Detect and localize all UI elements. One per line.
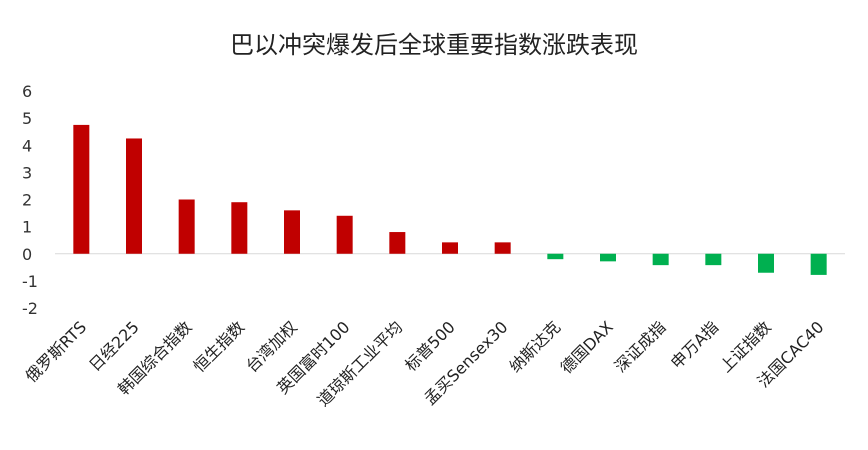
bar <box>178 199 195 254</box>
bar <box>73 124 90 254</box>
bar <box>705 253 722 266</box>
bar <box>126 138 142 254</box>
y-tick-label: -1 <box>22 272 38 291</box>
y-tick-label: 1 <box>22 218 32 237</box>
bar <box>810 253 827 275</box>
bar <box>442 242 458 254</box>
x-tick-label: 俄罗斯RTS <box>22 317 91 386</box>
y-tick-label: 5 <box>22 109 32 128</box>
x-tick-label: 深证成指 <box>611 317 670 376</box>
bars-group <box>73 124 827 275</box>
bar <box>389 232 406 254</box>
bar <box>758 253 774 273</box>
chart-title: 巴以冲突爆发后全球重要指数涨跌表现 <box>230 31 638 59</box>
x-tick-label: 纳斯达克 <box>505 317 564 376</box>
bar <box>494 242 511 254</box>
x-tick-label: 恒生指数 <box>189 317 248 376</box>
y-tick-label: -2 <box>22 299 38 318</box>
y-tick-label: 2 <box>22 191 32 210</box>
y-tick-label: 0 <box>22 245 32 264</box>
bar <box>600 253 616 262</box>
y-tick-label: 3 <box>22 163 32 182</box>
bar <box>547 253 564 260</box>
x-tick-label: 德国DAX <box>557 317 617 377</box>
y-tick-label: 4 <box>22 136 32 155</box>
x-tick-label: 申万A指 <box>667 317 722 372</box>
y-tick-label: 6 <box>22 82 32 101</box>
bar <box>336 215 353 254</box>
x-axis-ticks: 俄罗斯RTS日经225韩国综合指数恒生指数台湾加权英国富时100道琼斯工业平均标… <box>22 317 828 410</box>
bar <box>284 210 300 254</box>
y-axis-ticks: 6 5 4 3 2 1 0 -1 -2 <box>22 82 38 318</box>
bar <box>231 202 248 254</box>
bar <box>652 253 669 266</box>
